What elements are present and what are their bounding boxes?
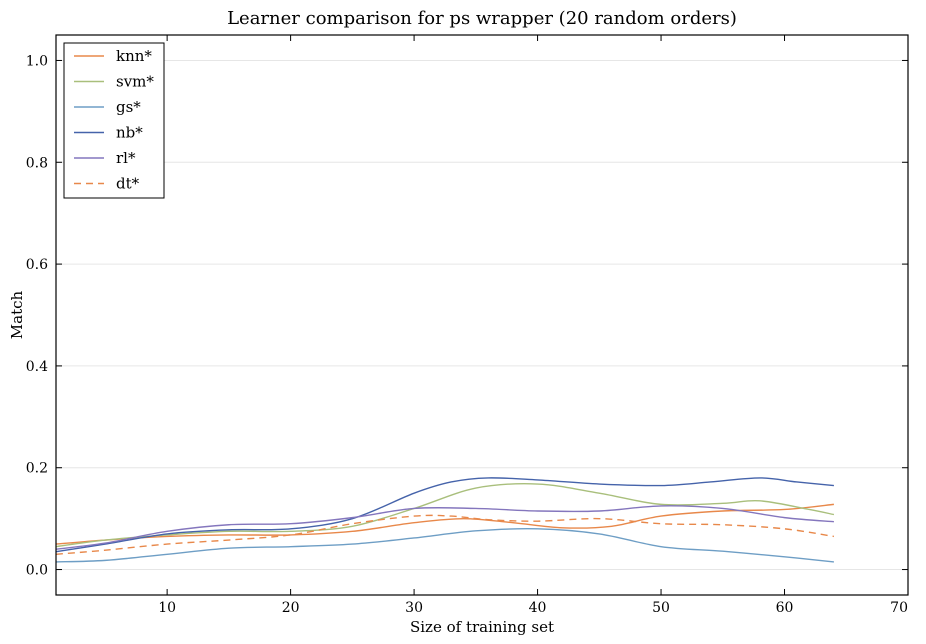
y-axis-title: Match [8,290,26,339]
y-tick-label: 0.2 [26,461,48,477]
y-tick-label: 0.8 [26,155,48,171]
chart-title: Learner comparison for ps wrapper (20 ra… [227,8,737,29]
x-tick-label: 70 [890,600,908,616]
x-tick-label: 10 [158,600,176,616]
series-line-gs [55,527,834,563]
y-tick-label: 0.4 [26,359,48,375]
series-line-rl [55,505,834,550]
legend-label: svm* [116,73,154,91]
grid-layer [56,59,908,571]
y-tick-label: 0.0 [26,563,48,579]
x-tick-label: 50 [652,600,670,616]
series-line-svm [55,483,835,548]
x-axis-title: Size of training set [410,618,554,636]
x-tick-label: 30 [405,600,423,616]
x-tick-label: 60 [776,600,794,616]
series-line-knn [55,503,834,545]
series-layer [55,477,835,563]
legend-label: dt* [116,175,140,193]
tick-layer [56,35,909,595]
y-tick-label: 0.6 [26,257,48,273]
legend-label: nb* [116,124,143,142]
x-tick-label: 20 [282,600,300,616]
legend-label: rl* [116,149,136,167]
series-line-nb [55,477,834,553]
y-tick-label: 1.0 [26,53,48,69]
legend: knn* svm* gs* nb* rl* dt* [63,42,165,199]
legend-label: gs* [116,98,141,116]
series-line-dt [55,514,835,555]
legend-box [63,42,165,199]
legend-label: knn* [116,47,152,65]
tick-label-layer: 0.0 0.2 0.4 0.6 0.8 1.0 10 20 30 40 50 60 70 [26,53,908,616]
x-tick-label: 40 [529,600,547,616]
plot-frame [55,34,909,596]
